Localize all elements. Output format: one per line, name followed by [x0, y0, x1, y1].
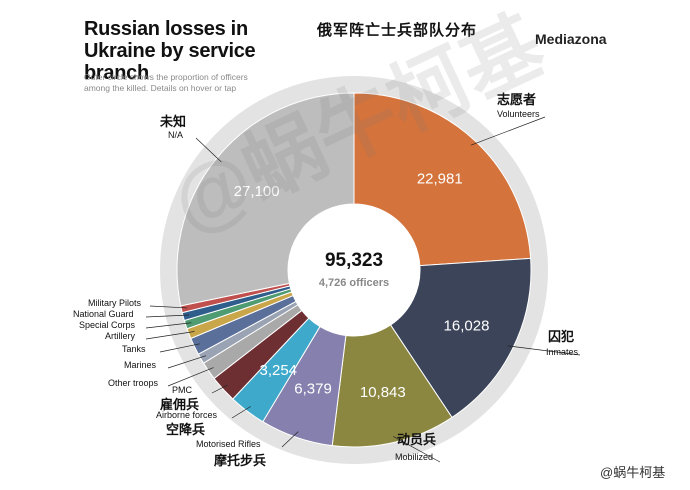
category-label-mobilized: Mobilized	[395, 452, 433, 462]
total-killed: 95,323	[325, 250, 383, 271]
category-label-inmates: Inmates	[546, 347, 579, 357]
segment-value-airborne-forces: 3,254	[259, 362, 297, 379]
chart-title-chinese: 俄军阵亡士兵部队分布	[317, 21, 478, 39]
chart-subtitle: Outer circle shows the proportion of off…	[84, 72, 248, 93]
leader-line-artillery	[145, 331, 195, 340]
category-label-cn-pmc: 雇佣兵	[160, 397, 199, 413]
category-label-military-pilots: Military Pilots	[88, 298, 142, 308]
officers-outer-ring[interactable]	[160, 76, 548, 464]
category-label-other-troops: Other troops	[108, 378, 159, 388]
donut-center	[288, 204, 420, 336]
category-label-national-guard: National Guard	[73, 309, 134, 319]
category-label-special-corps: Special Corps	[79, 320, 136, 330]
segment-value-volunteers: 22,981	[417, 170, 463, 187]
leader-line-national-guard	[145, 314, 190, 318]
credit-text: @蜗牛柯基	[600, 465, 666, 480]
category-label-cn-airborne-forces: 空降兵	[166, 422, 205, 438]
segment-value-inmates: 16,028	[444, 318, 490, 335]
category-label-motorised-rifles: Motorised Rifles	[196, 439, 261, 449]
category-label-tanks: Tanks	[122, 344, 146, 354]
category-label-marines: Marines	[124, 360, 157, 370]
segment-value-na: 27,100	[234, 183, 280, 200]
leader-line-na	[195, 137, 222, 163]
category-label-cn-inmates: 囚犯	[548, 329, 574, 345]
category-label-airborne-forces: Airborne forces	[156, 410, 218, 420]
leader-line-inmates	[507, 345, 581, 356]
leader-line-airborne-forces	[231, 406, 252, 419]
category-label-volunteers: Volunteers	[497, 109, 540, 119]
leader-line-military-pilots	[149, 305, 188, 309]
total-officers: 4,726 officers	[319, 277, 389, 289]
leader-line-other-troops	[167, 367, 214, 387]
leader-line-special-corps	[145, 322, 192, 329]
segment-value-mobilized: 10,843	[360, 384, 406, 401]
leader-line-motorised-rifles	[281, 431, 299, 448]
brand-logo[interactable]: Mediazona	[535, 31, 607, 47]
leader-line-volunteers	[470, 116, 546, 146]
segment-value-motorised-rifles: 6,379	[294, 381, 332, 398]
leader-line-tanks	[159, 343, 200, 353]
leader-line-marines	[167, 355, 207, 369]
category-label-na: N/A	[168, 130, 183, 140]
leader-line-mobilized	[393, 436, 441, 463]
category-label-cn-motorised-rifles: 摩托步兵	[214, 453, 266, 469]
category-label-artillery: Artillery	[105, 331, 136, 341]
category-label-cn-mobilized: 动员兵	[397, 432, 436, 448]
chart-title: Russian losses in Ukraine by service bra…	[84, 18, 256, 84]
category-label-pmc: PMC	[172, 385, 193, 395]
category-label-cn-volunteers: 志愿者	[497, 92, 536, 108]
leader-line-pmc	[211, 384, 228, 394]
category-label-cn-na: 未知	[159, 114, 186, 130]
